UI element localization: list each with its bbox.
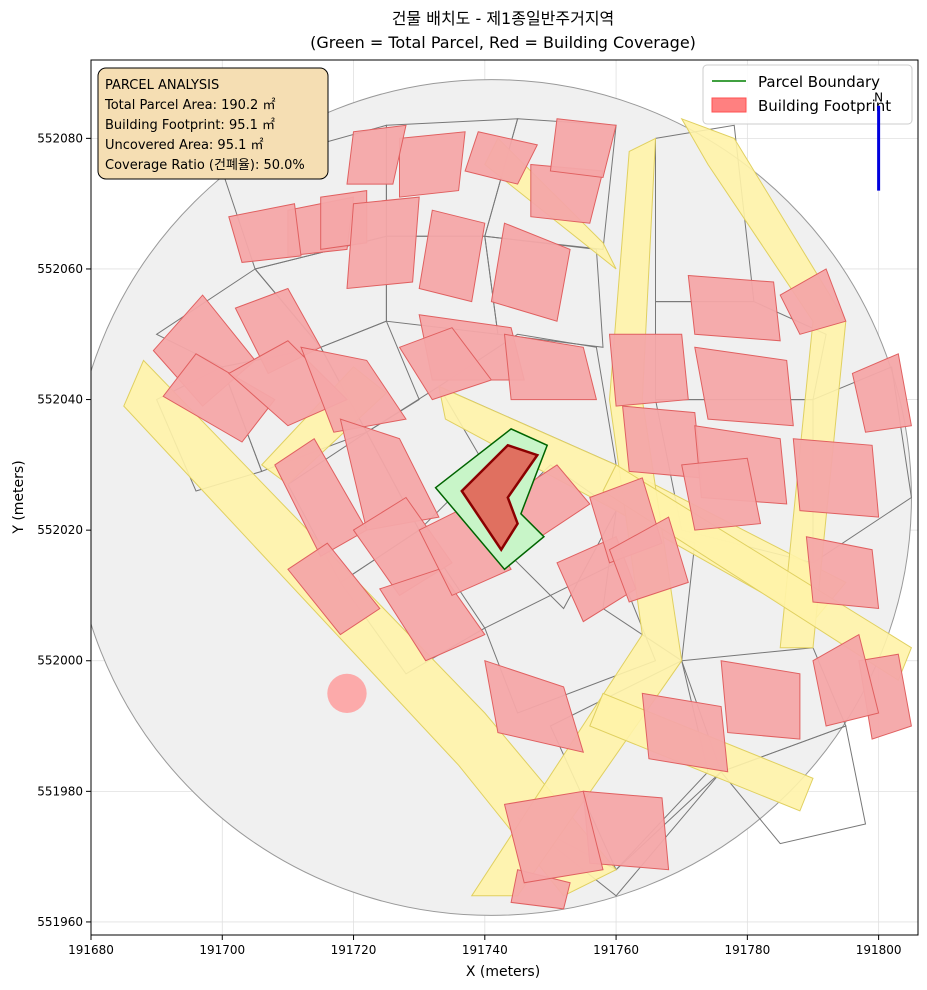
building-footprint [694, 346, 794, 427]
legend-label-building-footprint: Building Footprint [758, 97, 891, 115]
building-footprint [608, 516, 689, 603]
target-building [460, 443, 540, 552]
x-axis-ticks: 191680 191700 191720 191740 191760 191780 1918… [68, 935, 902, 957]
building-footprint [464, 131, 539, 185]
y-axis-label: Y (meters) [11, 460, 27, 534]
building-footprint [812, 633, 880, 727]
y-tick-label: 552080 [37, 131, 83, 145]
y-axis-ticks: 551960 551980 552000 552020 552040 552060 5520… [37, 131, 91, 929]
map-layer [91, 79, 913, 916]
y-tick-label: 552060 [37, 262, 83, 276]
building-footprint [549, 118, 617, 179]
building-footprint [503, 333, 598, 401]
context-parcel [720, 725, 867, 845]
building-footprint [641, 692, 729, 773]
building-footprint [608, 333, 689, 407]
y-tick-label: 552000 [37, 654, 83, 668]
chart-title-line1: 건물 배치도 - 제1종일반주거지역 [392, 9, 615, 28]
building-footprint [346, 196, 420, 290]
building-footprint [399, 131, 466, 198]
legend-frame [702, 64, 913, 125]
isolated-footprint [327, 673, 367, 713]
building-footprint [418, 503, 512, 597]
y-tick-label: 552020 [37, 523, 83, 537]
building-footprint [398, 327, 493, 401]
building-footprint [339, 418, 440, 531]
info-box: PARCEL ANALYSIS Total Parcel Area: 190.2… [97, 67, 329, 180]
building-footprint [805, 536, 880, 610]
building-footprint [287, 542, 381, 636]
x-tick-label: 191680 [68, 943, 114, 957]
building-footprint [346, 124, 407, 185]
legend-swatch-building-footprint [711, 97, 747, 113]
north-arrow: N [874, 91, 883, 191]
building-footprint [379, 568, 486, 662]
info-line-heading: PARCEL ANALYSIS [105, 78, 219, 93]
road-segment [123, 359, 617, 897]
context-parcel [385, 118, 519, 237]
building-footprint [681, 457, 762, 531]
building-footprint [490, 222, 571, 322]
road-segment [680, 117, 847, 649]
building-footprint [687, 274, 781, 342]
north-arrow-label: N [874, 91, 883, 105]
x-tick-label: 191780 [724, 943, 770, 957]
legend-label-parcel-boundary: Parcel Boundary [758, 73, 880, 91]
y-tick-label: 551980 [37, 784, 83, 798]
info-line-building-footprint: Building Footprint: 95.1 ㎡ [105, 118, 275, 133]
building-footprint [720, 660, 801, 740]
info-box-frame [97, 67, 329, 180]
x-tick-label: 191740 [462, 943, 508, 957]
x-tick-label: 191700 [199, 943, 245, 957]
x-tick-label: 191800 [856, 943, 902, 957]
info-line-coverage-ratio: Coverage Ratio (건폐율): 50.0% [105, 158, 305, 173]
x-axis-label: X (meters) [466, 964, 540, 980]
plot-frame [90, 59, 919, 936]
info-line-total-parcel: Total Parcel Area: 190.2 ㎡ [104, 98, 275, 113]
y-tick-label: 551960 [37, 915, 83, 929]
building-footprint [779, 268, 847, 335]
building-footprint [484, 659, 585, 753]
building-footprint [228, 203, 302, 263]
info-line-uncovered-area: Uncovered Area: 95.1 ㎡ [105, 138, 264, 153]
building-footprint [503, 790, 604, 884]
building-footprint [792, 438, 880, 518]
legend: Parcel Boundary Building Footprint [702, 64, 913, 125]
building-footprint [418, 209, 486, 303]
x-tick-label: 191720 [331, 943, 377, 957]
y-tick-label: 552040 [37, 393, 83, 407]
chart-title-line2: (Green = Total Parcel, Red = Building Co… [310, 33, 696, 52]
building-footprint [851, 353, 912, 433]
building-footprint [300, 346, 407, 433]
x-tick-label: 191760 [593, 943, 639, 957]
